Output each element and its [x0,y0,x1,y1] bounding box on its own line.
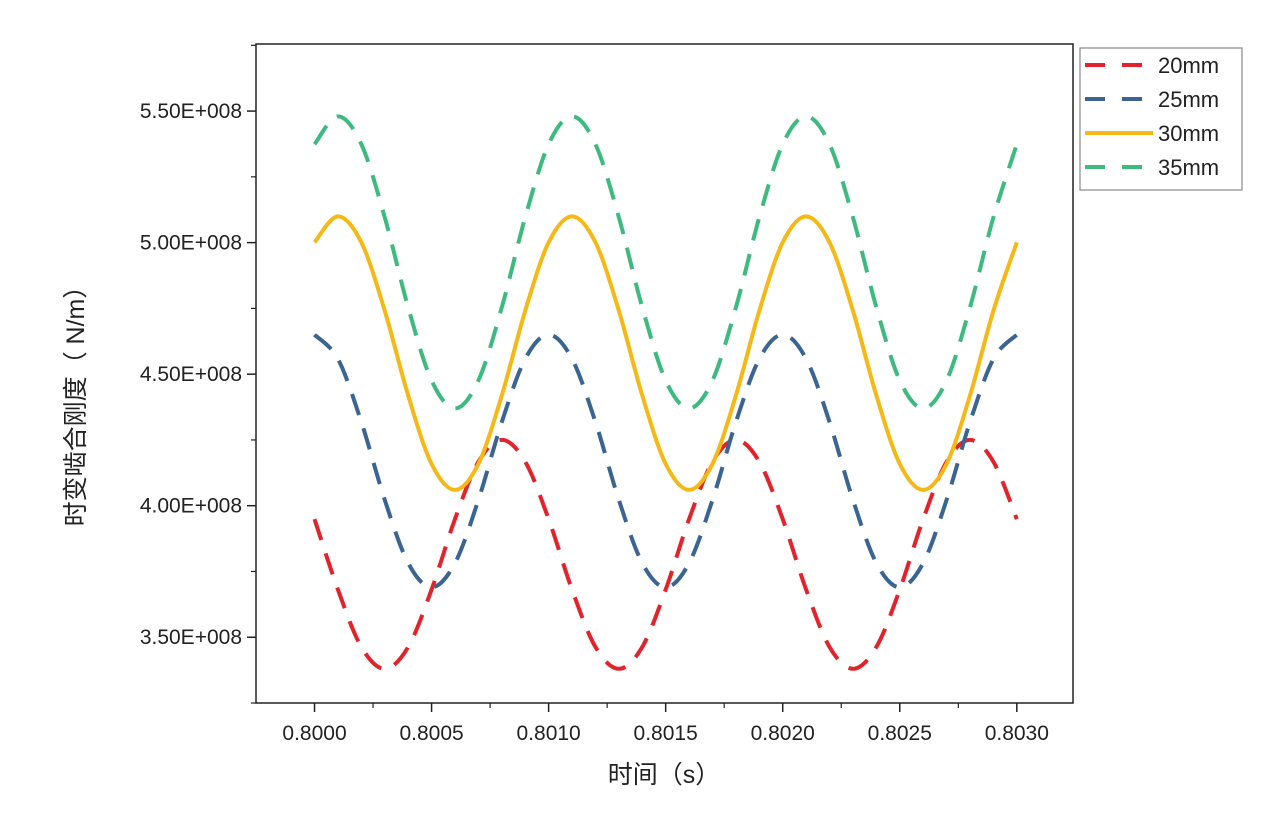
axes-layer: 0.8000 0.8005 0.8010 0.8015 0.8020 0.8025 0.80… [140,44,1049,745]
legend-label-30mm: 30mm [1158,121,1219,146]
x-tick-label: 0.8020 [751,722,815,745]
y-tick-label: 4.00E+008 [140,495,242,518]
x-tick-label: 0.8010 [517,722,581,745]
x-axis-label: 时间（s） [608,761,721,789]
x-tick-label: 0.8000 [282,722,346,745]
series-line-20mm [312,437,1019,671]
x-tick-label: 0.8030 [985,722,1049,745]
x-tick-label: 0.8005 [399,722,463,745]
y-tick-label: 4.50E+008 [140,363,242,386]
legend: 20mm 25mm 30mm 35mm [1079,47,1243,191]
series-line-30mm [312,214,1019,492]
legend-label-35mm: 35mm [1158,155,1219,180]
y-tick-label: 5.00E+008 [140,232,242,255]
series-layer [312,114,1019,671]
legend-label-20mm: 20mm [1158,53,1219,78]
y-axis-label: 时变啮合刚度（ N/m） [62,274,90,527]
x-tick-label: 0.8025 [868,722,932,745]
legend-label-25mm: 25mm [1158,87,1219,112]
y-tick-label: 5.50E+008 [140,100,242,123]
series-line-35mm [312,114,1019,411]
y-tick-label: 3.50E+008 [140,626,242,649]
legend-box [1079,47,1243,191]
x-tick-label: 0.8015 [634,722,698,745]
